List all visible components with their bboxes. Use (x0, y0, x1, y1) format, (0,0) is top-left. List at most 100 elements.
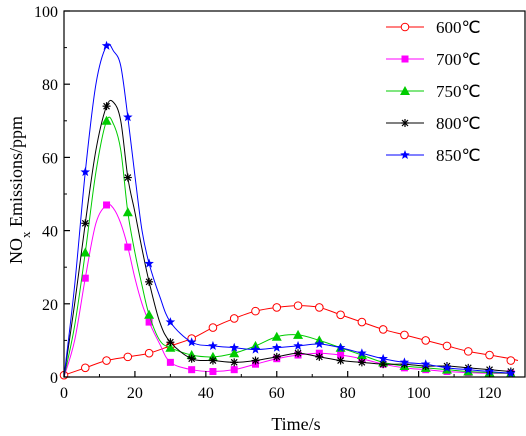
data-point (357, 358, 366, 367)
data-point (506, 356, 516, 365)
data-point (122, 207, 133, 217)
data-point (272, 303, 282, 312)
legend: 600℃ 700℃ 750℃ 800℃ 850℃ (386, 18, 481, 165)
data-point (103, 201, 111, 209)
x-tick-label: 0 (60, 385, 68, 402)
y-axis-title-subscript: x (18, 231, 33, 238)
y-tick-label: 60 (42, 150, 58, 167)
data-point (101, 115, 112, 125)
data-point (378, 353, 388, 363)
data-point (314, 339, 325, 349)
series-line (63, 305, 519, 376)
legend-item: 850℃ (386, 146, 481, 165)
y-axis-title-main: NO (6, 238, 26, 264)
legend-item: 600℃ (386, 18, 481, 37)
data-point (357, 317, 367, 327)
data-point (123, 352, 133, 362)
data-point (272, 352, 281, 361)
legend-marker (401, 55, 409, 63)
data-point (80, 167, 91, 177)
data-point (335, 342, 346, 352)
data-point (208, 356, 217, 365)
data-point (271, 331, 282, 341)
legend-label: 850℃ (436, 146, 481, 165)
data-point (399, 357, 410, 367)
legend-marker (401, 119, 409, 127)
y-tick-label: 20 (42, 297, 58, 314)
data-point (144, 348, 154, 358)
legend-label: 600℃ (436, 18, 481, 37)
data-point (463, 364, 474, 374)
data-point (379, 360, 388, 369)
legend-marker (400, 150, 410, 160)
x-tick-label: 100 (407, 385, 431, 402)
data-point (165, 342, 176, 352)
data-point (208, 323, 218, 332)
data-point (165, 317, 176, 327)
data-point (442, 341, 452, 351)
data-point (81, 219, 90, 228)
data-point (251, 356, 260, 365)
series-1 (63, 201, 515, 378)
data-point (229, 342, 239, 352)
data-point (81, 274, 89, 282)
y-axis-title-rest: Emissions/ppm (6, 116, 26, 232)
data-point (230, 358, 239, 367)
data-point (293, 329, 304, 339)
data-point (357, 348, 367, 358)
legend-item: 750℃ (386, 82, 481, 101)
data-point (123, 112, 133, 122)
data-point (166, 358, 174, 366)
y-tick-label: 40 (42, 224, 58, 241)
data-point (463, 347, 473, 356)
legend-label: 800℃ (436, 114, 481, 133)
legend-item: 700℃ (386, 50, 481, 69)
series-3 (63, 99, 515, 378)
data-point (209, 368, 217, 376)
data-point (250, 344, 261, 354)
axes-layer: 0 20 40 60 80 100 120 0 20 40 60 80 100 (34, 4, 526, 402)
legend-label: 750℃ (436, 82, 481, 101)
data-point (293, 340, 303, 350)
data-point (336, 356, 345, 365)
data-point (145, 318, 153, 326)
x-tick-label: 60 (269, 385, 285, 402)
data-point (188, 366, 196, 374)
x-tick-label: 40 (198, 385, 214, 402)
data-point (80, 363, 90, 373)
legend-label: 700℃ (436, 50, 481, 69)
x-tick-label: 20 (127, 385, 143, 402)
data-point (145, 277, 154, 286)
x-axis-title: Time/s (271, 414, 320, 434)
x-tick-label: 80 (340, 385, 356, 402)
data-point (293, 301, 303, 310)
data-point (102, 356, 111, 365)
legend-marker (400, 22, 410, 32)
data-point (123, 173, 132, 182)
legend-marker (400, 86, 410, 95)
legend-item: 800℃ (386, 114, 481, 133)
x-tick-label: 120 (478, 385, 502, 402)
data-point (337, 351, 345, 359)
data-point (485, 350, 494, 360)
data-point (101, 40, 112, 50)
data-point (124, 243, 132, 251)
data-point (421, 336, 431, 345)
data-point (166, 338, 175, 347)
data-point (187, 354, 196, 363)
data-point (80, 247, 91, 257)
y-tick-label: 100 (34, 4, 58, 21)
data-point (442, 362, 452, 372)
data-point (144, 309, 155, 319)
data-point (315, 303, 324, 312)
data-point (229, 348, 240, 358)
data-point (378, 325, 388, 334)
y-axis-title: NOx Emissions/ppm (6, 116, 33, 264)
data-point (400, 330, 409, 340)
data-point (420, 359, 431, 369)
y-tick-label: 0 (50, 370, 58, 387)
data-point (144, 258, 154, 268)
data-point (315, 352, 324, 361)
data-point (336, 310, 345, 320)
